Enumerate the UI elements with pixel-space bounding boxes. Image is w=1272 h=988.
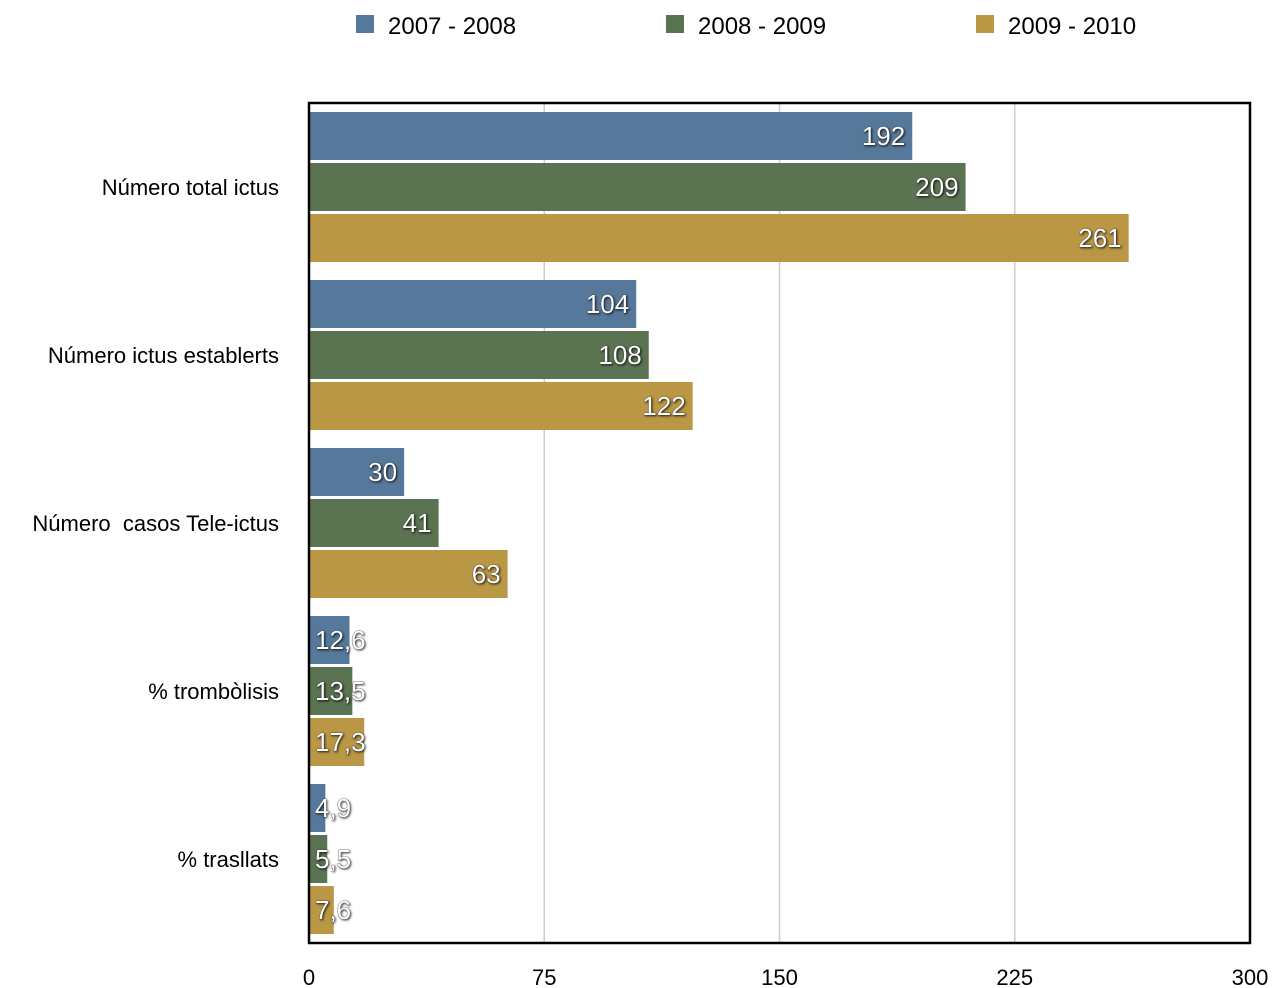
bar — [310, 163, 966, 211]
legend-swatch — [666, 15, 684, 33]
category-label: % trombòlisis — [148, 679, 279, 704]
bar — [310, 886, 334, 934]
bar — [310, 718, 365, 766]
x-axis-tick-labels: 0 75 150 225 300 — [303, 965, 1268, 988]
x-tick-label: 225 — [996, 965, 1033, 988]
data-label: 30 — [368, 457, 397, 487]
x-tick-label: 0 — [303, 965, 315, 988]
data-label: 12,6 — [315, 625, 366, 655]
category-labels: Número total ictus Número ictus establert… — [32, 175, 279, 872]
data-label: 41 — [403, 508, 432, 538]
data-label: 13,5 — [315, 676, 366, 706]
bar — [310, 784, 326, 832]
data-label: 7,6 — [315, 895, 351, 925]
legend-swatch — [976, 15, 994, 33]
data-label: 104 — [586, 289, 629, 319]
bar — [310, 667, 353, 715]
bar — [310, 331, 649, 379]
category-label: Número casos Tele-ictus — [32, 511, 279, 536]
bar — [310, 112, 913, 160]
x-tick-label: 75 — [532, 965, 556, 988]
bar — [310, 550, 508, 598]
data-label: 261 — [1078, 223, 1121, 253]
bar — [310, 616, 350, 664]
data-label: 209 — [915, 172, 958, 202]
legend-label: 2007 - 2008 — [388, 13, 516, 40]
data-label: 4,9 — [315, 793, 351, 823]
bar — [310, 382, 693, 430]
bar — [310, 214, 1129, 262]
category-label: Número ictus establerts — [48, 343, 279, 368]
data-label: 192 — [862, 121, 905, 151]
data-label: 122 — [642, 391, 685, 421]
data-label: 108 — [598, 340, 641, 370]
bar — [310, 448, 405, 496]
x-tick-label: 300 — [1232, 965, 1269, 988]
bar — [310, 280, 637, 328]
legend-label: 2008 - 2009 — [698, 13, 826, 40]
data-label: 5,5 — [315, 844, 351, 874]
legend-label: 2009 - 2010 — [1008, 13, 1136, 40]
category-label: % trasllats — [178, 847, 279, 872]
x-tick-label: 150 — [761, 965, 798, 988]
legend: 2007 - 2008 2008 - 2009 2009 - 2010 — [356, 13, 1136, 40]
plot-frame — [307, 101, 1252, 945]
bar — [310, 835, 328, 883]
data-label: 17,3 — [315, 727, 366, 757]
data-label: 63 — [472, 559, 501, 589]
category-label: Número total ictus — [102, 175, 279, 200]
bar — [310, 499, 439, 547]
legend-swatch — [356, 15, 374, 33]
